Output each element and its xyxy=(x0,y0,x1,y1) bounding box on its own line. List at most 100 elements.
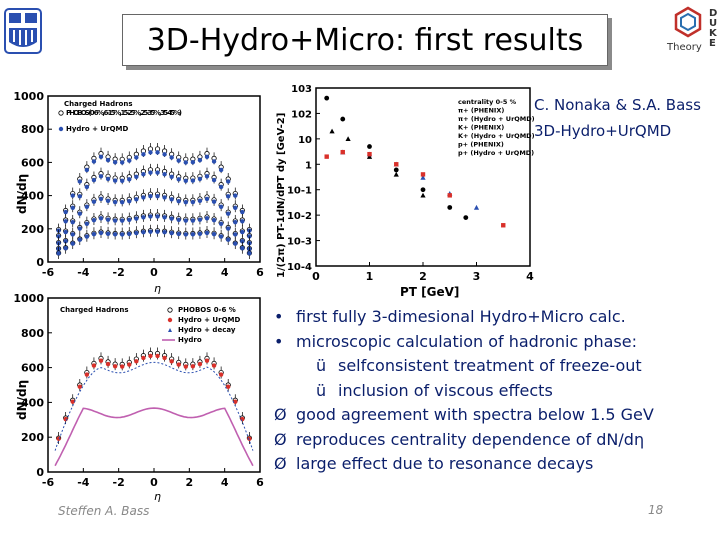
data-point-hydro xyxy=(127,198,132,204)
data-point-hydro xyxy=(226,211,231,216)
data-point-hydro xyxy=(127,217,132,223)
data-point-hydro xyxy=(240,239,245,244)
data-point-hydro xyxy=(120,218,125,223)
bullet-marker: Ø xyxy=(274,405,287,424)
dndeta-centrality-chart: dN/dη -6 -4 -2 0 2 4 6 0 200 400 600 800 1000 Charge… xyxy=(13,90,264,294)
data-point-hydro-urqmd xyxy=(84,372,90,377)
data-point-hydro xyxy=(211,231,217,237)
x-tick-label: -6 xyxy=(42,266,55,279)
data-point-hydro xyxy=(226,237,231,242)
legend-marker-hydro-decay xyxy=(168,328,172,332)
data-point-hydro xyxy=(112,218,118,223)
data-point-hydro xyxy=(204,196,210,202)
data-point-hydro xyxy=(70,205,75,211)
bullet-item: ü selfconsistent treatment of freeze-out xyxy=(274,354,714,379)
x-axis-label: η xyxy=(154,282,161,294)
legend-entry: π+ (PHENIX) xyxy=(458,107,504,115)
data-point-hydro xyxy=(148,229,153,234)
data-point-hydro-urqmd xyxy=(70,399,75,404)
data-point-hydro xyxy=(134,230,139,236)
y-tick-label: 600 xyxy=(21,362,44,375)
series-line-hydro-decay xyxy=(54,361,254,451)
y-tick-label: 10-3 xyxy=(287,237,312,248)
data-point-hydro xyxy=(105,157,111,163)
data-point-hydro xyxy=(127,231,132,237)
credit-model: 3D-Hydro+UrQMD xyxy=(534,122,672,140)
legend-hydro-urqmd: Hydro + UrQMD xyxy=(178,316,240,324)
data-point-hydro xyxy=(204,216,210,221)
data-point-hydro-urqmd xyxy=(233,399,238,404)
data-point-hydro xyxy=(233,241,238,246)
data-point-hydro xyxy=(91,159,97,164)
data-point-hydro xyxy=(63,245,68,251)
data-point-hydro xyxy=(211,218,217,223)
y-tick-label: 10-1 xyxy=(287,186,312,197)
legend-hydro: Hydro xyxy=(178,336,202,344)
footer-author: Steffen A. Bass xyxy=(58,504,150,518)
data-point-hydro xyxy=(204,174,210,179)
data-point-hydro xyxy=(120,160,125,165)
data-point-hydro xyxy=(155,229,160,234)
legend-title: Charged Hadrons xyxy=(60,306,129,314)
data-point-hydro xyxy=(233,205,238,211)
x-tick-label: 0 xyxy=(312,270,320,283)
y-tick-label: 0 xyxy=(36,466,44,479)
data-point-hydro xyxy=(134,216,139,221)
legend-marker-hydro xyxy=(58,126,64,132)
bullet-text: first fully 3-dimesional Hydro+Micro cal… xyxy=(296,307,626,326)
legend-hydro-decay: Hydro + decay xyxy=(178,326,236,334)
data-point-hydro-urqmd xyxy=(169,359,174,364)
data-point-hydro xyxy=(141,215,146,220)
bullet-marker: ü xyxy=(316,380,327,400)
data-point-hydro-urqmd xyxy=(247,436,252,441)
legend-phobos: PHOBOS 0-6 % xyxy=(178,306,236,314)
data-point-hydro xyxy=(56,251,61,256)
data-point-hydro xyxy=(197,176,203,182)
data-point-hydro xyxy=(98,196,104,202)
y-tick-label: 200 xyxy=(21,431,44,444)
data-point-pion-phenix xyxy=(324,95,330,101)
slide-title: 3D-Hydro+Micro: first results xyxy=(146,22,584,58)
data-point-hydro xyxy=(211,199,217,204)
page-number: 18 xyxy=(648,503,664,517)
data-point-hydro-urqmd xyxy=(190,364,196,369)
x-tick-label: 4 xyxy=(526,270,534,283)
data-point-hydro xyxy=(155,150,160,155)
data-point-hydro xyxy=(56,234,61,239)
y-tick-label: 10 xyxy=(298,135,312,146)
data-point-hydro xyxy=(183,200,188,205)
data-point-hydro-urqmd xyxy=(91,363,97,368)
y-tick-label: 103 xyxy=(291,84,312,95)
data-point-hydro xyxy=(176,158,181,163)
y-tick-label: 800 xyxy=(21,123,44,136)
data-point-hydro xyxy=(91,199,97,204)
data-point-hydro xyxy=(77,179,83,184)
x-axis-label: η xyxy=(154,490,161,502)
x-tick-label: -2 xyxy=(113,476,125,489)
data-point-hydro-urqmd xyxy=(127,362,132,367)
data-point-hydro xyxy=(120,178,125,183)
data-point-hydro xyxy=(218,234,224,239)
title-box: 3D-Hydro+Micro: first results xyxy=(122,14,608,66)
y-tick-label: 600 xyxy=(21,156,44,169)
logo-letter-k: K xyxy=(709,28,718,39)
x-tick-label: -4 xyxy=(77,476,90,489)
data-point-hydro xyxy=(148,214,153,219)
data-point-hydro xyxy=(155,170,160,175)
bullet-marker: ü xyxy=(316,356,327,375)
data-point-pion-phenix xyxy=(393,167,399,173)
legend-entry: centrality 0-5 % xyxy=(458,98,517,106)
data-point-hydro xyxy=(112,232,118,237)
data-point-pion-phenix xyxy=(420,187,426,193)
data-point-hydro xyxy=(183,160,188,165)
data-point-hydro xyxy=(77,237,83,242)
data-point-hydro xyxy=(134,197,139,202)
data-point-hydro xyxy=(226,179,231,184)
data-point-hydro xyxy=(226,226,231,231)
data-point-hydro xyxy=(155,214,160,219)
data-point-hydro xyxy=(112,159,118,165)
bullet-text: inclusion of viscous effects xyxy=(338,380,553,400)
data-point-hydro xyxy=(70,193,75,198)
data-point-hydro xyxy=(134,155,139,160)
data-point-proton-hydro xyxy=(340,149,345,155)
